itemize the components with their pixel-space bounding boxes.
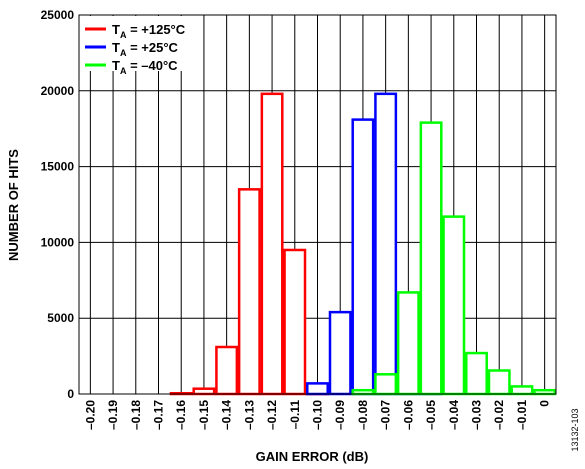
bar-series-3 <box>396 291 420 396</box>
y-tick-label: 0 <box>67 387 74 401</box>
x-tick-label: 0 <box>538 400 552 407</box>
x-tick-label: –0.20 <box>83 400 97 430</box>
bars <box>169 92 557 396</box>
x-tick-label: –0.05 <box>424 400 438 430</box>
bar-series-3 <box>510 385 534 396</box>
legend-label: TA = –40°C <box>112 58 178 76</box>
bar-series-2 <box>306 382 329 396</box>
x-tick-labels: –0.20 –0.19 –0.18 –0.17 –0.16 –0.15 –0.14 –0.13… <box>83 400 551 430</box>
bar-series-3 <box>442 215 466 396</box>
x-tick-label: –0.06 <box>401 400 415 430</box>
legend-background <box>80 16 202 71</box>
bar-series-3 <box>419 121 443 396</box>
y-tick-label: 5000 <box>47 311 74 325</box>
x-axis-label: GAIN ERROR (dB) <box>256 449 369 464</box>
legend-label: TA = +125°C <box>112 22 186 40</box>
y-tick-label: 10000 <box>41 235 75 249</box>
x-tick-label: –0.13 <box>242 400 256 430</box>
bar-series-3 <box>351 388 375 396</box>
bar-series-3 <box>487 369 511 396</box>
bar-series-3 <box>533 388 557 396</box>
x-tick-label: –0.10 <box>311 400 325 430</box>
x-tick-label: –0.12 <box>265 400 279 430</box>
y-axis-label: NUMBER OF HITS <box>6 149 21 261</box>
figure-id: 13132-103 <box>570 408 580 451</box>
bar-series-1 <box>237 188 261 396</box>
x-tick-label: –0.04 <box>447 400 461 430</box>
x-tick-label: –0.02 <box>492 400 506 430</box>
x-tick-label: –0.15 <box>197 400 211 430</box>
y-tick-label: 25000 <box>41 8 75 22</box>
x-tick-label: –0.11 <box>288 400 302 430</box>
plot-frame <box>78 14 557 395</box>
bar-series-3 <box>374 373 398 396</box>
x-tick-label: –0.08 <box>356 400 370 430</box>
x-tick-label: –0.19 <box>106 400 120 430</box>
x-tick-label: –0.16 <box>174 400 188 430</box>
x-tick-label: –0.18 <box>129 400 143 430</box>
bar-series-1 <box>215 345 239 396</box>
bar-series-1 <box>283 248 307 396</box>
y-tick-label: 20000 <box>41 84 75 98</box>
bar-series-2 <box>328 310 352 396</box>
x-tick-label: –0.07 <box>379 400 393 430</box>
bar-series-3 <box>465 351 488 396</box>
x-tick-label: –0.14 <box>220 400 234 430</box>
x-tick-label: –0.03 <box>470 400 484 430</box>
bar-series-2 <box>374 92 398 396</box>
bar-series-1 <box>260 92 284 396</box>
legend-label: TA = +25°C <box>112 40 179 58</box>
legend: TA = +125°CTA = +25°CTA = –40°C <box>80 16 202 76</box>
y-tick-label: 15000 <box>41 160 75 174</box>
y-tick-labels: 0 5000 10000 15000 20000 25000 <box>41 8 75 401</box>
bar-series-2 <box>351 118 375 396</box>
x-tick-label: –0.09 <box>333 400 347 430</box>
x-tick-label: –0.01 <box>515 400 529 430</box>
bar-series-1 <box>192 387 216 396</box>
x-tick-label: –0.17 <box>152 400 166 430</box>
